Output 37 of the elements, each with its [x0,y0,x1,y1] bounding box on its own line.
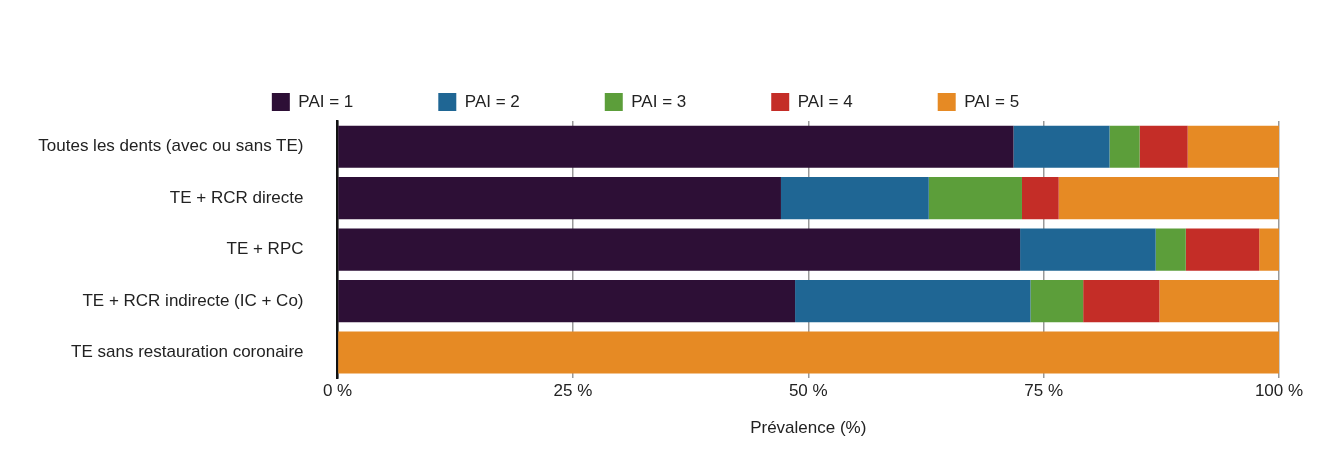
bar [1185,228,1260,271]
bar [1021,177,1059,220]
legend-label: PAI = 3 [631,91,687,111]
bar [780,177,929,220]
legend-label: PAI = 2 [464,91,520,111]
bar [1020,228,1156,271]
bar [1159,279,1279,323]
bar [1083,279,1160,323]
bar [338,177,781,220]
x-tick-label: 50 % [788,381,828,401]
bar [338,279,796,323]
x-tick-label: 25 % [553,381,593,401]
legend-label: PAI = 1 [298,91,354,111]
x-tick-label: 100 % [1254,381,1304,401]
bar [338,331,1279,374]
bar [1030,279,1084,323]
bar [1058,177,1279,220]
x-axis-title: Prévalence (%) [750,418,867,438]
bar [1109,125,1140,168]
x-tick-label: 0 % [322,381,353,401]
y-tick-label: TE + RPC [226,239,304,259]
bar [1013,125,1110,168]
bar [338,228,1021,271]
bar [1259,228,1279,271]
bar [928,177,1022,220]
bar [1155,228,1186,271]
bar [1187,125,1279,168]
legend-label: PAI = 4 [797,91,853,111]
y-tick-label: TE + RCR indirecte (IC + Co) [82,290,304,310]
legend-label: PAI = 5 [964,91,1020,111]
y-tick-label: Toutes les dents (avec ou sans TE) [38,136,304,156]
x-tick-label: 75 % [1024,381,1063,401]
y-tick-label: TE + RCR directe [169,187,304,207]
bar [795,279,1031,323]
y-tick-label: TE sans restauration coronaire [71,342,304,362]
bar [1139,125,1188,168]
bar [338,125,1014,168]
